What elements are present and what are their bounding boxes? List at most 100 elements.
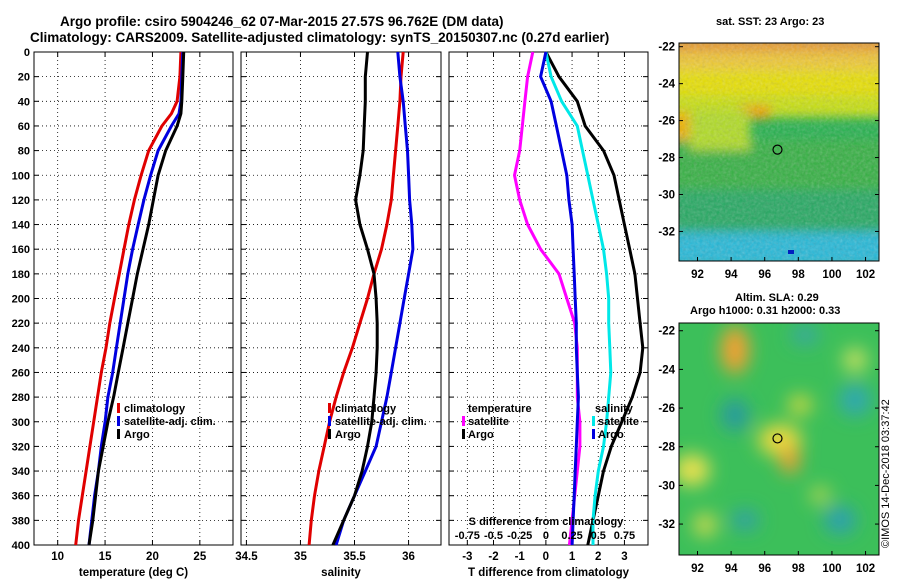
y-tick-label: 20 [18, 72, 30, 84]
x-tick-label-top: -0.25 [507, 530, 532, 542]
title-line-2: Climatology: CARS2009. Satellite-adjuste… [30, 30, 610, 45]
legend-swatch [328, 416, 331, 426]
y-tick-label: 80 [18, 146, 30, 158]
map-lat-label: -22 [658, 326, 675, 338]
legend-swatch [328, 403, 331, 413]
map-lon-label: 92 [691, 269, 704, 281]
legend-header: salinity [595, 403, 634, 415]
difference-panel: -3 -2 -1 0 1 2 3 T difference from climatology t… [448, 51, 649, 579]
sst-argo-marker [772, 144, 783, 155]
map-lon-label: 100 [822, 269, 841, 281]
legend-label: satellite-adj. clim. [335, 416, 427, 428]
x-axis-label: T difference from climatology [468, 567, 630, 579]
x-tick-label: 10 [51, 551, 64, 563]
map-lon-label: 92 [691, 563, 704, 575]
series-line [334, 51, 415, 546]
legend-label: Argo [598, 429, 624, 441]
sla-argo-marker [772, 433, 783, 444]
y-tick-label: 360 [12, 491, 30, 503]
x-tick-label-top: -0.5 [484, 530, 503, 542]
legend-swatch [328, 429, 331, 439]
y-tick-label: 120 [12, 195, 30, 207]
map-lon-label: 96 [758, 269, 771, 281]
map-lat-label: -24 [658, 364, 675, 376]
map-axes: -22 -24 -26 -28 -30 -32 92 94 96 98 100 102 -22 -24 -2… [658, 42, 879, 575]
y-tick-label: 340 [12, 466, 30, 478]
x-tick-label: 20 [146, 551, 159, 563]
map-lon-label: 98 [792, 563, 805, 575]
sst-map [679, 43, 879, 261]
legend-swatch [462, 429, 465, 439]
x-tick-label: 35 [294, 551, 307, 563]
x-tick-label-top: 0.75 [614, 530, 635, 542]
legend-label: satellite [598, 416, 639, 428]
map-lat-label: -30 [658, 189, 675, 201]
legend-label: climatology [124, 403, 186, 415]
map-lon-label: 100 [822, 563, 841, 575]
map-lon-label: 96 [758, 563, 771, 575]
legend-swatch [117, 429, 120, 439]
x-tick-label: -1 [515, 551, 526, 563]
legend-swatch [462, 416, 465, 426]
legend-label: Argo [124, 429, 150, 441]
y-tick-label: 140 [12, 220, 30, 232]
sla-map [679, 323, 879, 555]
map-lat-label: -24 [658, 79, 675, 91]
map-lat-label: -26 [658, 403, 675, 415]
legend-swatch [592, 416, 595, 426]
y-tick-label: 100 [12, 170, 30, 182]
temperature-panel: 10 15 20 25 0 20 40 60 80 100 120 140 160 180 200 220 24… [12, 47, 234, 579]
x-tick-label: -2 [488, 551, 498, 563]
y-tick-label: 400 [12, 540, 30, 552]
x-tick-label: 35.5 [343, 551, 366, 563]
map-lat-label: -32 [658, 519, 675, 531]
sla-map-title-1: Altim. SLA: 0.29 [735, 292, 819, 304]
y-tick-label: 320 [12, 441, 30, 453]
legend-swatch [592, 429, 595, 439]
map-lat-label: -22 [658, 42, 675, 54]
series-line [74, 51, 183, 546]
series-line [307, 51, 405, 546]
legend-swatch [117, 403, 120, 413]
x-tick-label: 34.5 [235, 551, 258, 563]
y-tick-label: 200 [12, 294, 30, 306]
x-tick-label-top: -0.75 [455, 530, 480, 542]
salinity-panel: 34.5 35 35.5 36 salinity climatologysatellite… [235, 51, 442, 579]
series-line [513, 51, 582, 546]
map-lon-label: 94 [725, 563, 738, 575]
y-tick-label: 220 [12, 318, 30, 330]
y-tick-label: 160 [12, 244, 30, 256]
x-tick-label: 0 [543, 551, 549, 563]
x-tick-label-top: 0.5 [591, 530, 606, 542]
series-line [87, 51, 185, 546]
y-tick-label: 0 [24, 47, 30, 59]
series-line [539, 51, 580, 546]
legend-label: Argo [335, 429, 361, 441]
y-tick-label: 380 [12, 515, 30, 527]
x-axis-label-top: S difference from climatology [469, 516, 625, 528]
series-line [87, 51, 186, 546]
x-tick-label-top: 0.25 [561, 530, 582, 542]
map-lat-label: -28 [658, 442, 675, 454]
series-line [544, 51, 645, 546]
x-tick-label: -3 [462, 551, 472, 563]
panel-frame [448, 51, 649, 546]
map-lon-label: 94 [725, 269, 738, 281]
x-tick-label: 1 [569, 551, 576, 563]
legend-label: satellite-adj. clim. [124, 416, 216, 428]
x-tick-label: 25 [193, 551, 206, 563]
sst-map-title: sat. SST: 23 Argo: 23 [716, 16, 825, 28]
y-tick-label: 240 [12, 343, 30, 355]
x-tick-label: 3 [621, 551, 627, 563]
sla-map-title-2: Argo h1000: 0.31 h2000: 0.33 [690, 305, 841, 317]
sst-map-frame [678, 42, 880, 262]
series-line [544, 51, 613, 545]
y-tick-label: 260 [12, 367, 30, 379]
y-tick-label: 300 [12, 417, 30, 429]
map-lat-label: -26 [658, 116, 675, 128]
map-lat-label: -28 [658, 153, 675, 165]
map-lon-label: 102 [856, 563, 875, 575]
legend-header: temperature [468, 403, 532, 415]
legend-label: Argo [468, 429, 494, 441]
